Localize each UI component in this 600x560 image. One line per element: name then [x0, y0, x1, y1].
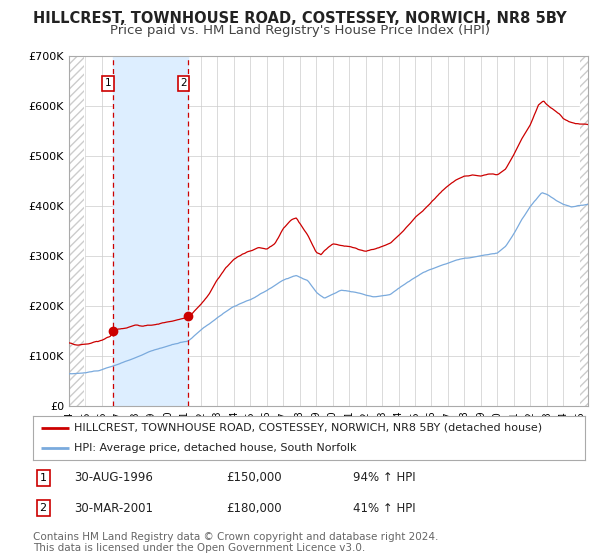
Bar — [580, 56, 588, 406]
Text: 2: 2 — [40, 503, 47, 514]
Text: HPI: Average price, detached house, South Norfolk: HPI: Average price, detached house, Sout… — [74, 443, 357, 453]
Text: 94% ↑ HPI: 94% ↑ HPI — [353, 471, 416, 484]
Text: 41% ↑ HPI: 41% ↑ HPI — [353, 502, 416, 515]
Text: 1: 1 — [104, 78, 112, 88]
Text: 2: 2 — [180, 78, 187, 88]
Bar — [580, 56, 588, 406]
Text: Price paid vs. HM Land Registry's House Price Index (HPI): Price paid vs. HM Land Registry's House … — [110, 24, 490, 36]
Text: 30-MAR-2001: 30-MAR-2001 — [74, 502, 154, 515]
Text: £150,000: £150,000 — [226, 471, 282, 484]
Text: HILLCREST, TOWNHOUSE ROAD, COSTESSEY, NORWICH, NR8 5BY (detached house): HILLCREST, TOWNHOUSE ROAD, COSTESSEY, NO… — [74, 423, 542, 433]
Bar — [69, 56, 84, 406]
Text: This data is licensed under the Open Government Licence v3.0.: This data is licensed under the Open Gov… — [33, 543, 365, 553]
Text: HILLCREST, TOWNHOUSE ROAD, COSTESSEY, NORWICH, NR8 5BY: HILLCREST, TOWNHOUSE ROAD, COSTESSEY, NO… — [33, 11, 567, 26]
Text: 1: 1 — [40, 473, 47, 483]
Text: £180,000: £180,000 — [226, 502, 282, 515]
Bar — [69, 56, 84, 406]
Text: 30-AUG-1996: 30-AUG-1996 — [74, 471, 153, 484]
Bar — [113, 56, 188, 406]
Text: Contains HM Land Registry data © Crown copyright and database right 2024.: Contains HM Land Registry data © Crown c… — [33, 532, 439, 542]
